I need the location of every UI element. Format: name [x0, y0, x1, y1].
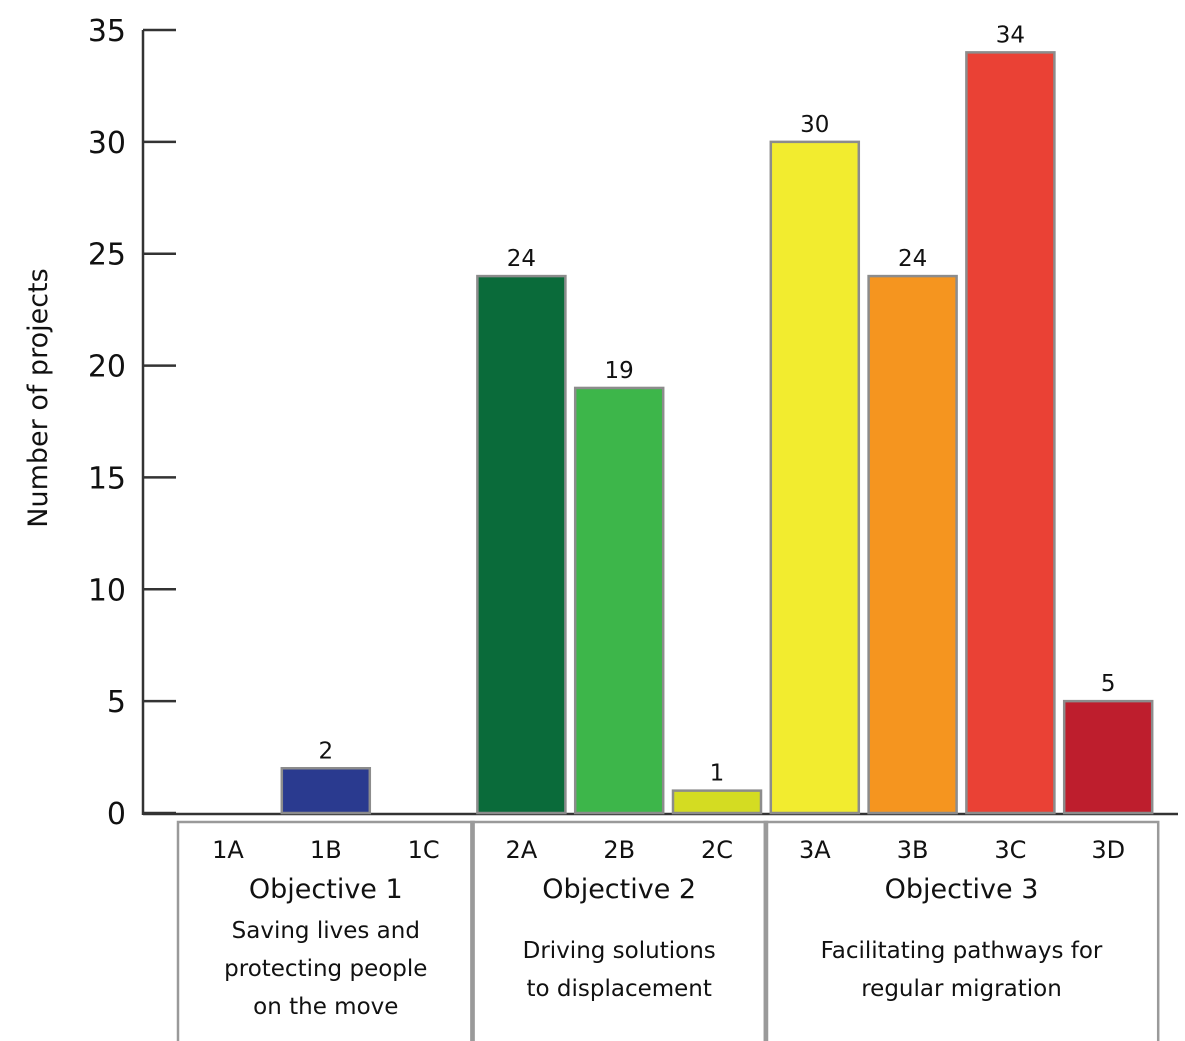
bar-2c [671, 789, 763, 815]
data-label: 24 [507, 246, 536, 272]
data-label: 34 [996, 22, 1025, 48]
bar-3b [867, 274, 958, 815]
objective-description: Driving solutions [523, 938, 716, 964]
y-tick-label: 0 [107, 797, 126, 832]
bar-3d [1062, 699, 1154, 815]
category-label: 1C [408, 836, 440, 864]
bar-3c [965, 51, 1056, 815]
category-label: 3B [897, 836, 929, 864]
objective-3-box [763, 820, 1160, 1041]
y-tick-label: 35 [88, 14, 126, 49]
data-label: 5 [1101, 671, 1116, 697]
objective-description: Saving lives and [232, 918, 420, 944]
y-tick-label: 25 [88, 238, 126, 273]
y-tick-label: 5 [107, 685, 126, 720]
objective-2-box [470, 820, 769, 1041]
category-label: 2B [603, 836, 635, 864]
bar-1b [280, 767, 372, 815]
objective-description: Facilitating pathways for [821, 938, 1103, 964]
y-tick-label: 20 [88, 350, 126, 385]
data-label: 19 [605, 358, 634, 384]
objective-1-box [176, 820, 475, 1041]
objective-description: to displacement [526, 976, 711, 1002]
category-label: 2C [701, 836, 733, 864]
y-tick-label: 10 [88, 573, 126, 608]
category-label: 2A [506, 836, 538, 864]
bar-3a [769, 140, 861, 815]
objective-title: Objective 2 [542, 874, 696, 905]
data-label: 24 [898, 246, 927, 272]
bar-2b [573, 386, 665, 815]
data-label: 2 [318, 738, 333, 764]
y-axis-label: Number of projects [23, 268, 54, 527]
category-label: 1B [310, 836, 342, 864]
data-label: 1 [710, 761, 725, 787]
category-label: 3C [994, 836, 1026, 864]
category-label: 3A [799, 836, 831, 864]
bar-2a [476, 274, 567, 815]
objective-title: Objective 3 [885, 874, 1039, 905]
y-tick-label: 15 [88, 461, 126, 496]
data-label: 30 [800, 112, 829, 138]
category-label: 3D [1091, 836, 1125, 864]
objective-description: on the move [253, 994, 398, 1020]
objective-description: protecting people [224, 956, 427, 982]
objective-title: Objective 1 [249, 874, 403, 905]
category-label: 1A [212, 836, 244, 864]
y-tick-label: 30 [88, 126, 126, 161]
objective-description: regular migration [861, 976, 1062, 1002]
